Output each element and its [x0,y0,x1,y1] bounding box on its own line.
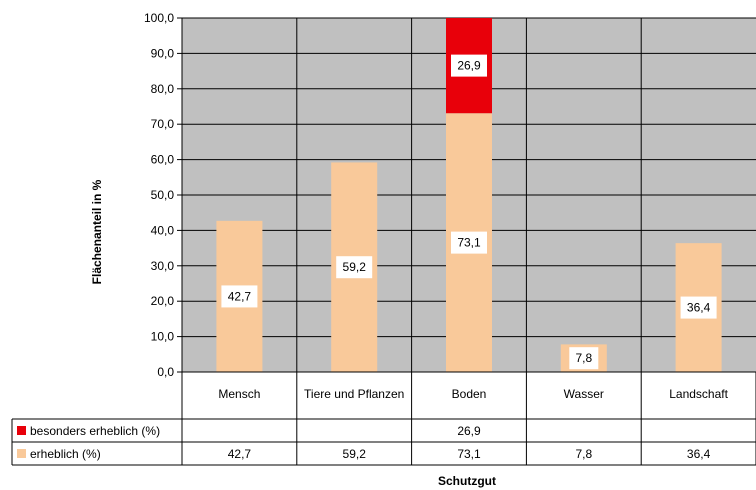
y-tick-label: 40,0 [151,223,175,237]
legend-label: erheblich (%) [30,447,101,461]
data-label-box [451,54,487,77]
y-tick-label: 60,0 [151,153,175,167]
x-tick-label: Boden [452,387,487,401]
y-tick-label: 30,0 [151,259,175,273]
table-cell: 7,8 [575,447,592,461]
y-tick-label: 10,0 [151,330,175,344]
y-tick-label: 20,0 [151,294,175,308]
data-label-box [336,256,373,279]
x-tick-label: Landschaft [669,387,728,401]
data-label: 7,8 [575,351,592,365]
y-tick-label: 80,0 [151,82,175,96]
data-label: 42,7 [228,289,252,303]
data-label-box [680,296,717,319]
table-cell: 26,9 [457,424,481,438]
data-label-box [221,285,258,308]
legend-key [17,426,26,435]
x-tick-label: Mensch [218,387,260,401]
x-axis-title: Schutzgut [438,474,496,488]
data-label: 59,2 [343,260,367,274]
y-tick-label: 90,0 [151,46,175,60]
table-cell: 73,1 [457,447,481,461]
y-tick-label: 70,0 [151,117,175,131]
y-axis-title: Flächenanteil in % [90,179,104,284]
data-label-box [569,347,599,370]
table-cell: 42,7 [228,447,252,461]
data-label-box [451,231,487,254]
y-tick-label: 0,0 [157,365,174,379]
x-tick-label: Wasser [564,387,604,401]
y-tick-label: 100,0 [144,11,174,25]
data-label: 26,9 [457,59,481,73]
table-cell: 59,2 [343,447,367,461]
data-label: 73,1 [457,236,481,250]
legend-label: besonders erheblich (%) [30,424,160,438]
y-tick-label: 50,0 [151,188,175,202]
data-label: 36,4 [687,301,711,315]
legend-key [17,449,26,458]
x-tick-label: Tiere und Pflanzen [304,387,404,401]
table-cell: 36,4 [687,447,711,461]
